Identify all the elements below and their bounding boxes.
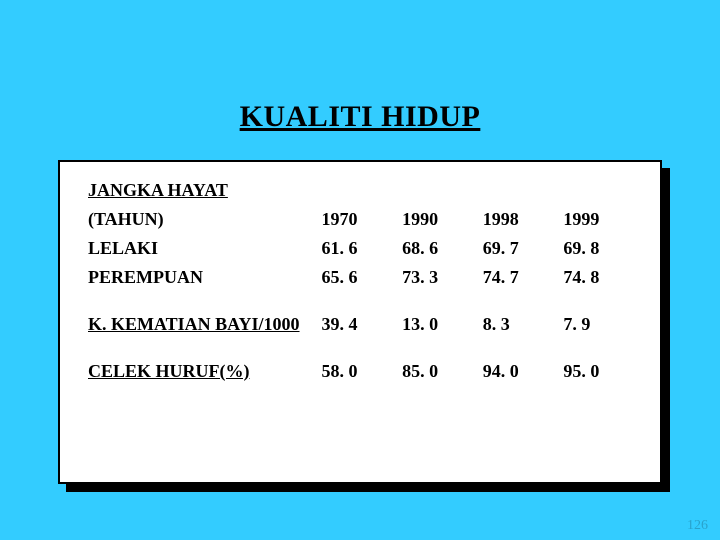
cell: 39. 4 [316,310,397,339]
cell: 73. 3 [396,263,477,292]
cell: 7. 9 [557,310,638,339]
cell: 85. 0 [396,357,477,386]
page-title: KUALITI HIDUP [0,0,720,152]
cell: 69. 7 [477,234,558,263]
cell: 8. 3 [477,310,558,339]
row-label: CELEK HURUF(%) [82,357,316,386]
cell: 74. 7 [477,263,558,292]
year-col: 1998 [477,205,558,234]
spacer-row [82,292,638,310]
row-label: LELAKI [82,234,316,263]
cell: 65. 6 [316,263,397,292]
cell: 74. 8 [557,263,638,292]
section-heading: JANGKA HAYAT [82,176,638,205]
year-col: 1990 [396,205,477,234]
row-label: PEREMPUAN [82,263,316,292]
data-table: JANGKA HAYAT (TAHUN) 1970 1990 1998 1999… [82,176,638,386]
header-label: (TAHUN) [82,205,316,234]
table-row: LELAKI 61. 6 68. 6 69. 7 69. 8 [82,234,638,263]
page-number: 126 [687,518,708,534]
year-col: 1970 [316,205,397,234]
year-col: 1999 [557,205,638,234]
cell: 95. 0 [557,357,638,386]
table-row: K. KEMATIAN BAYI/1000 39. 4 13. 0 8. 3 7… [82,310,638,339]
section-heading-row: JANGKA HAYAT [82,176,638,205]
cell: 13. 0 [396,310,477,339]
cell: 61. 6 [316,234,397,263]
spacer-row [82,339,638,357]
row-label: K. KEMATIAN BAYI/1000 [82,310,316,339]
data-card: JANGKA HAYAT (TAHUN) 1970 1990 1998 1999… [58,160,662,484]
cell: 58. 0 [316,357,397,386]
header-row: (TAHUN) 1970 1990 1998 1999 [82,205,638,234]
cell: 69. 8 [557,234,638,263]
table-row: PEREMPUAN 65. 6 73. 3 74. 7 74. 8 [82,263,638,292]
cell: 68. 6 [396,234,477,263]
cell: 94. 0 [477,357,558,386]
table-row: CELEK HURUF(%) 58. 0 85. 0 94. 0 95. 0 [82,357,638,386]
